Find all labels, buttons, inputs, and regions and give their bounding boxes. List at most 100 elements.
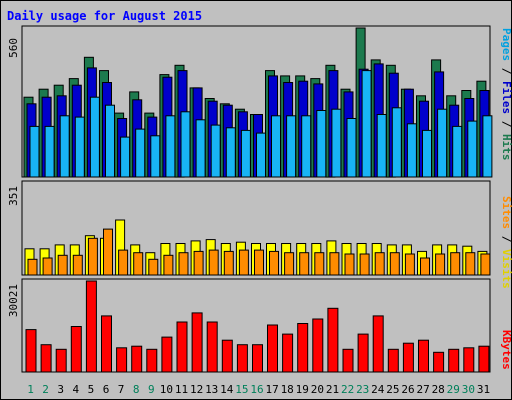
bar-sites-day-15: [238, 249, 249, 276]
day-label-10: 10: [160, 383, 173, 396]
bar-pages-day-13: [210, 124, 221, 178]
bar-kbytes-day-14: [221, 339, 233, 373]
bar-sites-day-21: [329, 252, 340, 276]
bar-pages-day-23: [361, 70, 372, 178]
bar-kbytes-day-1: [25, 329, 37, 373]
bar-sites-day-27: [420, 257, 430, 276]
day-label-9: 9: [148, 383, 155, 396]
bar-sites-day-9: [148, 258, 159, 276]
bar-kbytes-day-25: [387, 348, 399, 373]
legend-pages: Pages: [500, 28, 512, 61]
bar-sites-day-4: [72, 254, 83, 276]
bars-layer: [23, 27, 493, 373]
top-panel-legend: Pages / Files / Hits: [500, 28, 512, 161]
x-axis-day-labels: 1 2 3 4 5 6 7 8 9 10 11 12 13 14 15 16 17 18 19 20 21 22 23 24 2…: [27, 383, 490, 396]
bar-pages-day-18: [286, 115, 297, 178]
bar-kbytes-day-22: [342, 348, 354, 373]
bar-sites-day-20: [314, 252, 325, 276]
legend-visits: Visits: [500, 249, 512, 289]
bar-kbytes-day-26: [402, 342, 414, 373]
bar-sites-day-30: [465, 252, 476, 276]
day-label-6: 6: [103, 383, 110, 396]
day-label-8: 8: [133, 383, 140, 396]
day-label-14: 14: [220, 383, 234, 396]
bar-kbytes-day-28: [433, 351, 445, 373]
bar-kbytes-day-17: [267, 324, 278, 373]
day-label-11: 11: [175, 383, 188, 396]
day-label-26: 26: [401, 383, 414, 396]
bar-kbytes-day-6: [101, 315, 112, 373]
bar-pages-day-10: [165, 115, 176, 178]
bar-sites-day-19: [299, 252, 310, 276]
day-label-2: 2: [42, 383, 49, 396]
day-label-4: 4: [72, 383, 79, 396]
bar-sites-day-3: [57, 254, 68, 276]
day-label-28: 28: [432, 383, 445, 396]
bar-sites-day-2: [42, 257, 53, 276]
bar-kbytes-day-11: [176, 321, 188, 373]
day-label-21: 21: [326, 383, 339, 396]
bar-sites-day-14: [223, 250, 234, 276]
bar-pages-day-14: [225, 127, 236, 178]
bar-pages-day-1: [29, 125, 40, 178]
bar-kbytes-day-20: [312, 318, 324, 373]
bar-sites-day-7: [118, 249, 129, 276]
bar-pages-day-5: [89, 96, 100, 178]
day-label-29: 29: [447, 383, 460, 396]
bar-pages-day-8: [135, 128, 146, 178]
day-label-27: 27: [416, 383, 429, 396]
bar-sites-day-17: [269, 250, 279, 276]
day-label-22: 22: [341, 383, 354, 396]
bar-kbytes-day-10: [161, 336, 173, 373]
day-label-31: 31: [477, 383, 490, 396]
legend-kbytes: KBytes: [500, 330, 512, 370]
bar-pages-day-7: [120, 136, 131, 178]
bar-pages-day-31: [482, 115, 493, 178]
bar-sites-day-25: [389, 252, 400, 276]
bar-kbytes-day-3: [55, 348, 67, 373]
bottom-panel-legend: KBytes: [500, 330, 512, 370]
legend-sites: Sites: [500, 196, 512, 229]
bar-kbytes-day-21: [327, 307, 339, 373]
day-label-17: 17: [265, 383, 278, 396]
day-label-16: 16: [250, 383, 263, 396]
bar-pages-day-25: [391, 107, 402, 178]
bar-kbytes-day-18: [282, 333, 294, 373]
bar-sites-day-1: [27, 258, 38, 276]
bar-kbytes-day-23: [357, 333, 369, 373]
bar-kbytes-day-9: [146, 348, 158, 373]
day-label-1: 1: [27, 383, 34, 396]
bar-pages-day-6: [105, 104, 115, 178]
bar-pages-day-27: [422, 129, 432, 178]
bar-pages-day-26: [406, 123, 417, 178]
middle-panel-max-label: 351: [7, 186, 20, 206]
legend-separator: /: [500, 61, 512, 81]
bar-pages-day-16: [256, 132, 266, 178]
day-label-15: 15: [235, 383, 248, 396]
bar-kbytes-day-5: [85, 280, 97, 373]
bar-pages-day-30: [467, 120, 478, 178]
middle-panel-legend: Sites / Visits: [500, 196, 512, 289]
bar-sites-day-22: [344, 253, 355, 276]
bar-pages-day-22: [346, 118, 357, 178]
bar-pages-day-12: [195, 119, 206, 178]
day-label-20: 20: [311, 383, 324, 396]
bar-kbytes-day-13: [206, 321, 218, 373]
bar-kbytes-day-31: [478, 345, 490, 373]
bar-pages-day-24: [376, 114, 387, 178]
day-label-30: 30: [462, 383, 475, 396]
day-label-13: 13: [205, 383, 218, 396]
bar-sites-day-23: [359, 253, 370, 276]
bar-sites-day-10: [163, 254, 174, 276]
bar-sites-day-18: [284, 252, 295, 276]
bar-kbytes-day-27: [418, 339, 429, 373]
bar-pages-day-11: [180, 111, 191, 178]
day-label-12: 12: [190, 383, 203, 396]
bar-kbytes-day-12: [191, 312, 203, 373]
day-label-19: 19: [296, 383, 309, 396]
bar-sites-day-5: [87, 237, 98, 276]
bar-kbytes-day-29: [448, 348, 460, 373]
day-label-7: 7: [118, 383, 125, 396]
